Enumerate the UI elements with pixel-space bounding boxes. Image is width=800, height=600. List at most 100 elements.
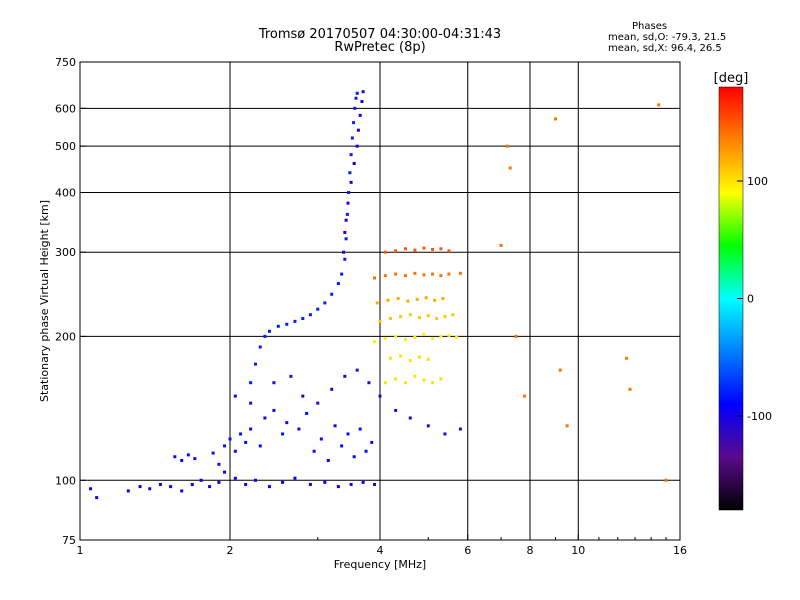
data-point [413, 248, 417, 252]
data-point [431, 381, 435, 385]
data-point [289, 374, 293, 378]
colorbar-label: [deg] [714, 71, 749, 86]
data-point [383, 381, 387, 385]
data-point [333, 424, 337, 428]
data-point [352, 121, 356, 125]
data-point [180, 489, 184, 493]
data-point [249, 381, 253, 385]
data-point [378, 319, 382, 323]
data-point [319, 437, 323, 441]
data-point [89, 487, 93, 491]
data-point [316, 307, 320, 311]
data-point [193, 457, 197, 461]
data-point [439, 274, 443, 278]
data-point [349, 482, 353, 486]
data-point [258, 444, 262, 448]
data-point [267, 485, 271, 489]
data-point [126, 489, 130, 493]
x-tick-label: 1 [77, 544, 84, 557]
data-point [186, 453, 190, 457]
data-point [394, 272, 398, 276]
data-point [305, 411, 309, 415]
data-point [415, 297, 419, 301]
data-point [455, 335, 459, 339]
data-point [297, 427, 301, 431]
data-point [451, 313, 455, 317]
data-point [258, 345, 262, 349]
data-point [406, 299, 410, 303]
stats-o-mode: mean, sd,O: -79.3, 21.5 [608, 32, 727, 43]
data-point [439, 334, 443, 338]
data-point [553, 117, 557, 121]
data-point [249, 427, 253, 431]
x-ticks: 1 2 4 6 8 10 16 [77, 534, 687, 557]
data-point [308, 482, 312, 486]
data-point [211, 451, 215, 455]
data-point [394, 377, 398, 381]
x-tick-label: 10 [571, 544, 585, 557]
data-point [394, 408, 398, 412]
data-point [169, 485, 173, 489]
data-point [417, 316, 421, 320]
data-point [355, 91, 359, 95]
data-point [403, 247, 407, 251]
data-point [399, 354, 403, 358]
data-point [413, 374, 417, 378]
data-point [285, 322, 289, 326]
data-point [346, 432, 350, 436]
x-tick-label: 4 [377, 544, 384, 557]
data-point [424, 296, 428, 300]
colorbar-tick-label: 100 [747, 175, 768, 188]
data-point [323, 480, 327, 484]
data-point [422, 273, 426, 277]
data-point [199, 478, 203, 482]
y-tick-label: 75 [62, 534, 76, 547]
data-point [263, 334, 267, 338]
data-point [657, 103, 661, 107]
x-axis-label: Frequency [MHz] [334, 558, 426, 571]
data-point [138, 485, 142, 489]
data-point [353, 106, 357, 110]
data-point [505, 144, 509, 148]
data-point [349, 180, 353, 184]
x-tick-label: 2 [227, 544, 234, 557]
data-point [426, 357, 430, 361]
data-point [435, 316, 439, 320]
data-point [190, 482, 194, 486]
data-point [356, 128, 360, 132]
data-point [433, 298, 437, 302]
data-point [447, 249, 451, 253]
data-point [344, 218, 348, 222]
data-point [352, 161, 356, 165]
data-point [443, 315, 447, 319]
data-point [447, 333, 451, 337]
data-point [375, 301, 379, 305]
x-tick-label: 6 [464, 544, 471, 557]
colorbar-ticks: 100 0 -100 [737, 175, 772, 423]
data-point [439, 377, 443, 381]
data-point [346, 201, 350, 205]
data-point [233, 476, 237, 480]
data-point [514, 334, 518, 338]
data-point [249, 401, 253, 405]
data-point [326, 458, 330, 462]
data-point [426, 424, 430, 428]
chart-title: Tromsø 20170507 04:30:00-04:31:43 [258, 27, 502, 42]
data-point [413, 335, 417, 339]
data-point [330, 387, 334, 391]
data-point [276, 324, 280, 328]
y-tick-label: 750 [55, 56, 76, 69]
data-point [343, 230, 347, 234]
data-point [373, 482, 377, 486]
data-point [223, 470, 227, 474]
data-point [664, 478, 668, 482]
y-tick-label: 200 [55, 330, 76, 343]
data-point [267, 329, 271, 333]
data-point [173, 455, 177, 459]
data-point [228, 437, 232, 441]
data-point [431, 336, 435, 340]
data-point [285, 421, 289, 425]
data-point [431, 247, 435, 251]
data-point [628, 387, 632, 391]
